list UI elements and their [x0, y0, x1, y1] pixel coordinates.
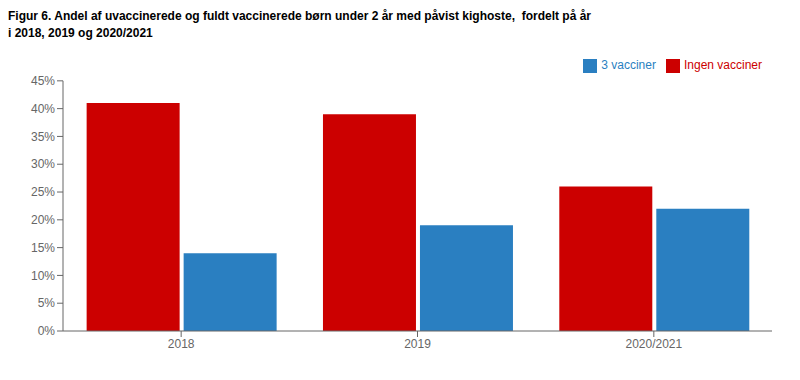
svg-text:25%: 25% [31, 185, 55, 199]
svg-text:2020/2021: 2020/2021 [625, 337, 682, 351]
svg-text:30%: 30% [31, 157, 55, 171]
html-text:i 2018, 2019 og 2020/2021: i 2018, 2019 og 2020/2021 [8, 26, 153, 40]
html-text:Ingen vacciner: Ingen vacciner [684, 58, 762, 72]
svg-text:10%: 10% [31, 269, 55, 283]
svg-text:40%: 40% [31, 102, 55, 116]
html-text:Figur 6. Andel af uvaccinerede: Figur 6. Andel af uvaccinerede og fuldt … [8, 9, 591, 23]
svg-text:15%: 15% [31, 241, 55, 255]
svg-text:5%: 5% [38, 296, 56, 310]
svg-text:2018: 2018 [168, 337, 195, 351]
html-text:3 vacciner: 3 vacciner [601, 58, 656, 72]
svg-text:0%: 0% [38, 324, 56, 338]
svg-text:20%: 20% [31, 213, 55, 227]
svg-text:45%: 45% [31, 74, 55, 88]
svg-text:2019: 2019 [404, 337, 431, 351]
svg-text:35%: 35% [31, 130, 55, 144]
